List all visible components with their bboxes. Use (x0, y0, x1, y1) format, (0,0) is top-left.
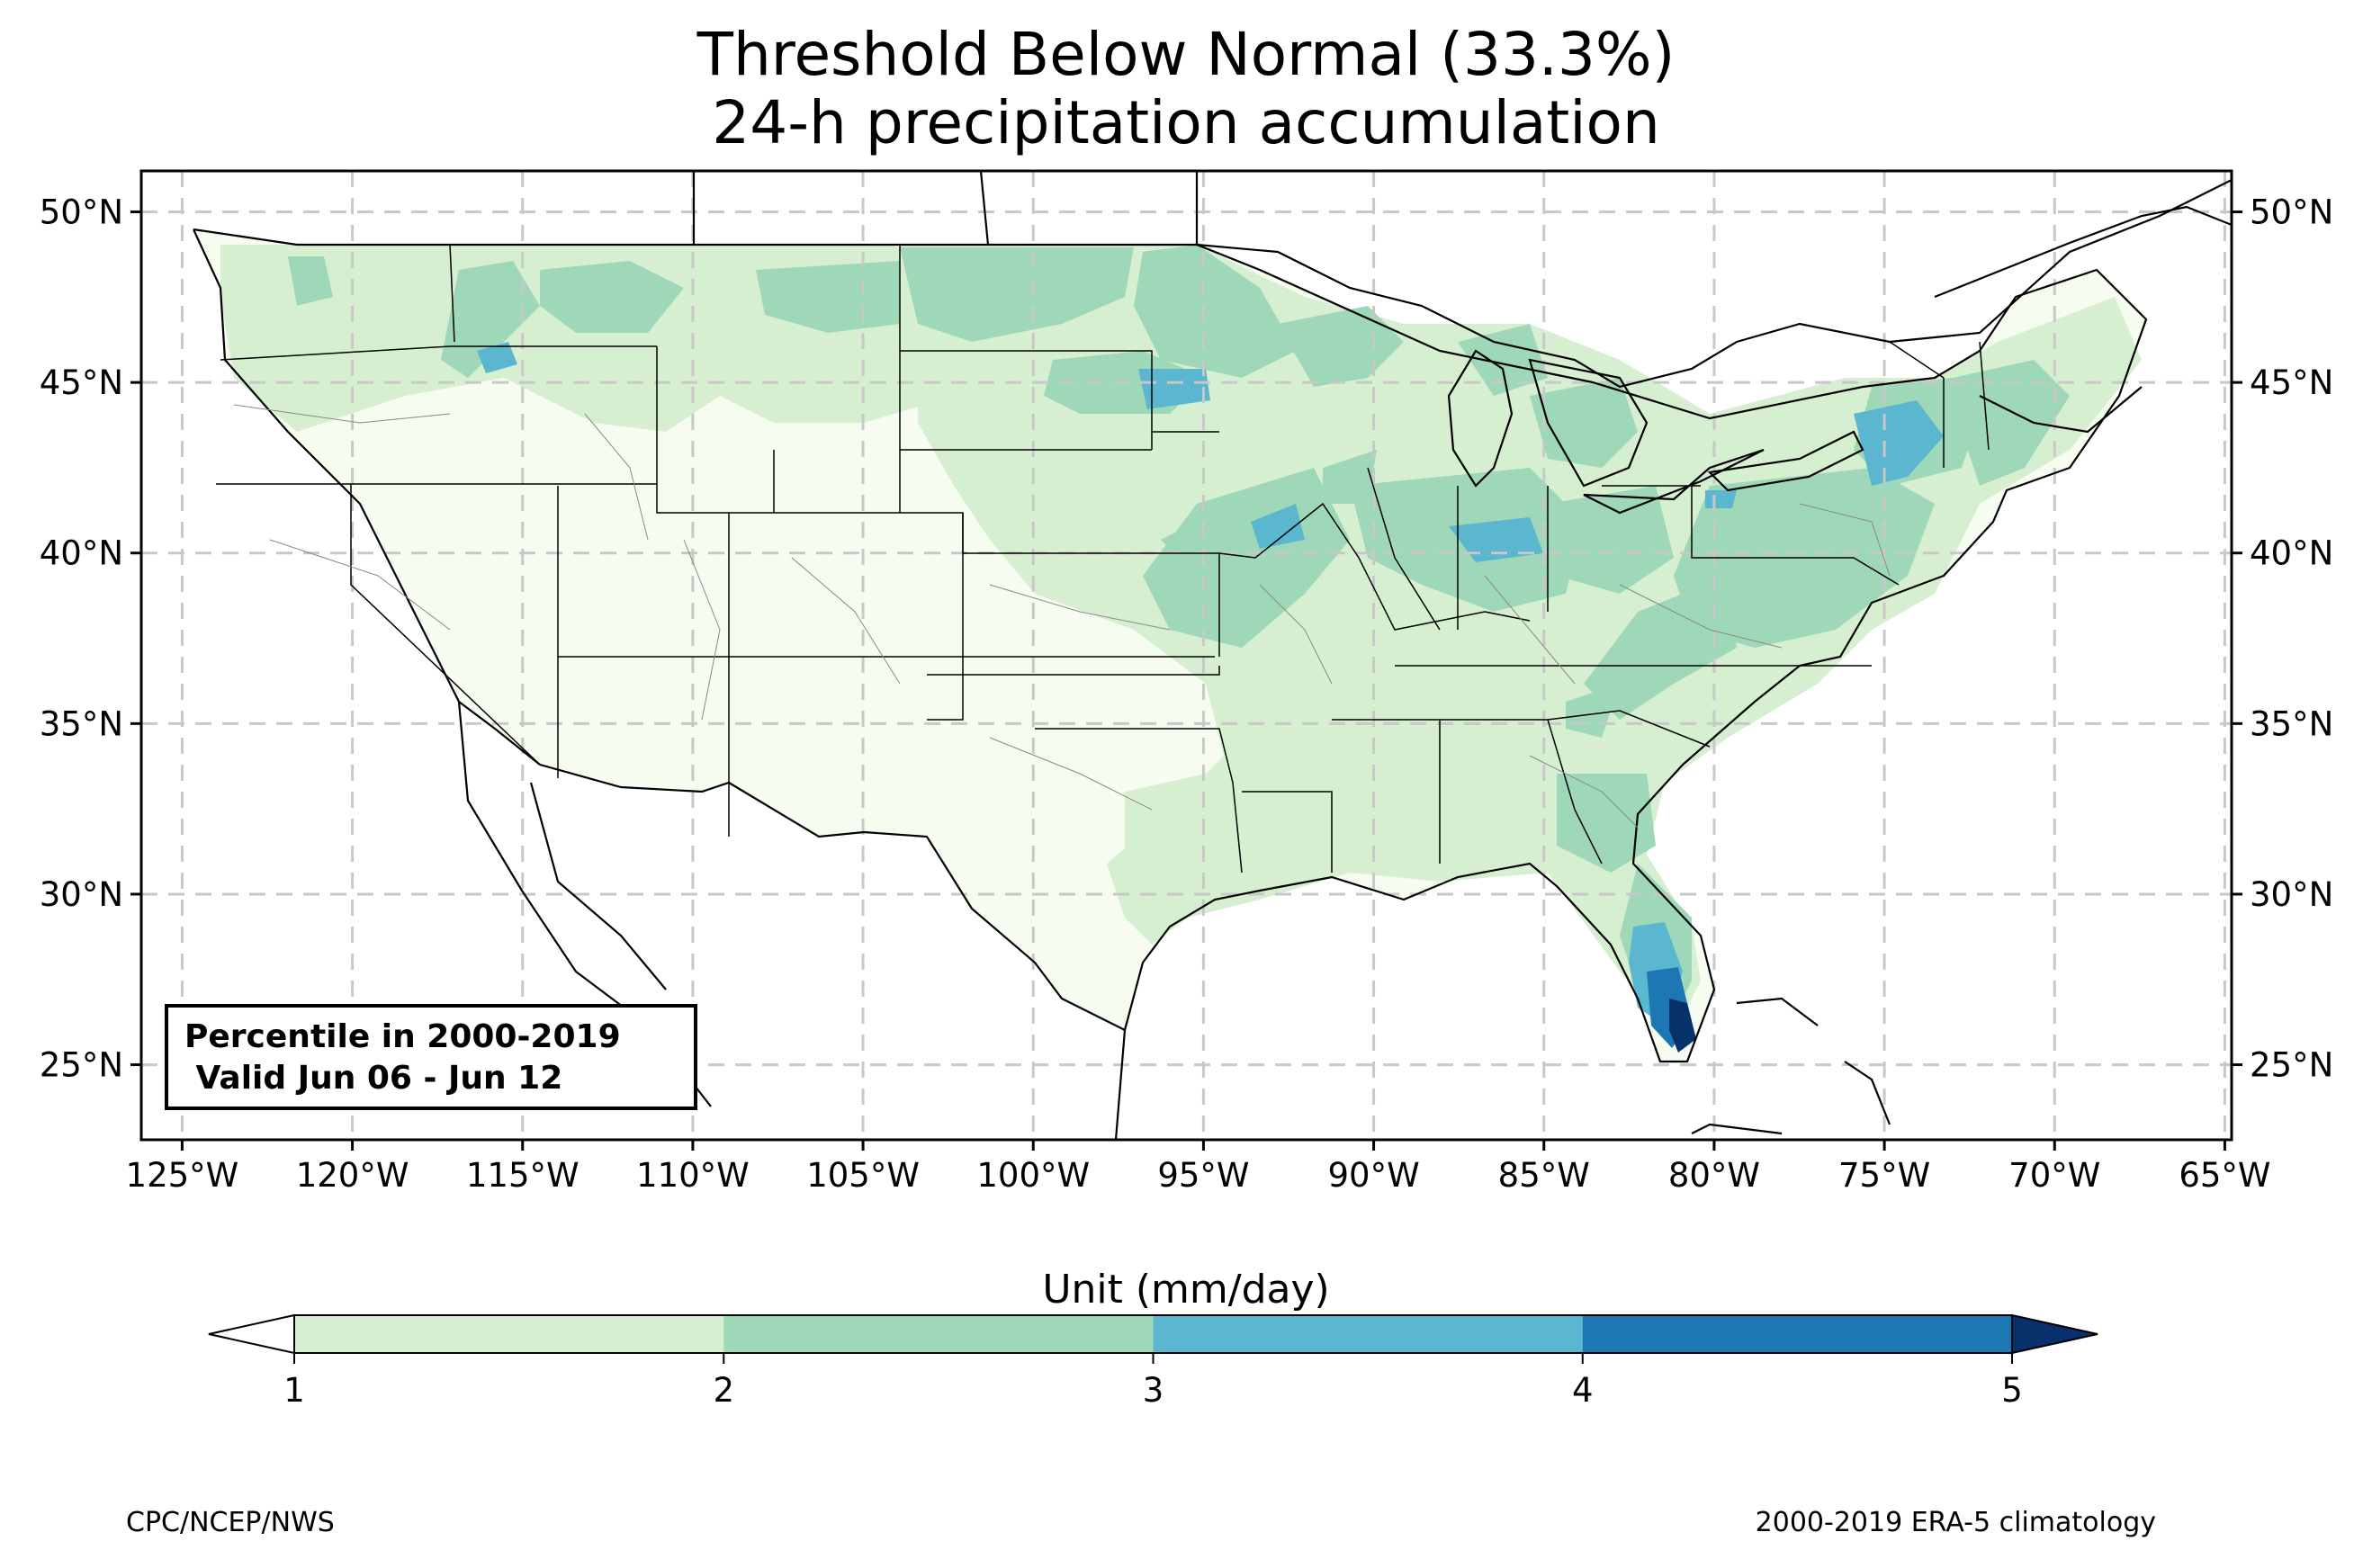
colorbar-tick-label: 4 (1572, 1371, 1594, 1410)
footer-climatology: 2000-2019 ERA-5 climatology (1755, 1507, 2156, 1538)
lon-label: 65°W (2179, 1156, 2270, 1195)
longitude-axis: 125°W 120°W 115°W 110°W 105°W 100°W 95°W 90°W 85… (126, 1140, 2271, 1195)
lat-label-left: 40°N (40, 534, 123, 573)
lat-label-right: 40°N (2250, 534, 2333, 573)
lon-label: 80°W (1668, 1156, 1760, 1195)
lat-label-left: 25°N (40, 1046, 123, 1085)
latitude-axis-left: 50°N 45°N 40°N 35°N 30°N 25°N (40, 193, 141, 1085)
lat-label-right: 45°N (2250, 363, 2333, 402)
map-frame (139, 169, 2233, 1142)
lat-label-right: 30°N (2250, 875, 2333, 914)
graticule (141, 171, 2232, 1140)
colorbar-tick-label: 5 (2001, 1371, 2023, 1410)
state-borders (216, 244, 1990, 874)
lon-label: 125°W (126, 1156, 239, 1195)
lon-label: 100°W (976, 1156, 1090, 1195)
colorbar-segment (723, 1315, 1154, 1353)
lat-label-left: 30°N (40, 875, 123, 914)
lon-label: 120°W (296, 1156, 409, 1195)
lon-label: 115°W (466, 1156, 580, 1195)
colorbar-segment (1153, 1315, 1583, 1353)
colorbar-title: Unit (mm/day) (1042, 1267, 1330, 1313)
info-box-line1: Percentile in 2000-2019 (184, 1018, 621, 1055)
lon-label: 105°W (806, 1156, 920, 1195)
info-box: Percentile in 2000-2019 Valid Jun 06 - J… (165, 1004, 697, 1110)
info-box-line2: Valid Jun 06 - Jun 12 (184, 1060, 563, 1097)
map-title-line2: 24-h precipitation accumulation (712, 88, 1660, 157)
lat-label-right: 50°N (2250, 193, 2333, 232)
lon-label: 85°W (1498, 1156, 1590, 1195)
colorbar-segment (294, 1315, 724, 1353)
colorbar-extend-high (2011, 1313, 2098, 1355)
lon-label: 75°W (1838, 1156, 1930, 1195)
colorbar-tick-label: 2 (713, 1371, 734, 1410)
map-title-line1: Threshold Below Normal (33.3%) (696, 20, 1676, 89)
map-content (141, 171, 2232, 1140)
colorbar-tick-label: 3 (1143, 1371, 1164, 1410)
lat-label-left: 35°N (40, 704, 123, 743)
precip-class-above-5 (1669, 999, 1696, 1053)
lat-label-left: 45°N (40, 363, 123, 402)
footer-credit: CPC/NCEP/NWS (126, 1507, 335, 1538)
lon-label: 70°W (2008, 1156, 2100, 1195)
lon-label: 110°W (636, 1156, 750, 1195)
latitude-axis-right: 50°N 45°N 40°N 35°N 30°N 25°N (2232, 193, 2333, 1085)
colorbar-extend-low (208, 1313, 295, 1355)
lat-label-left: 50°N (40, 193, 123, 232)
county-borders (233, 404, 1891, 829)
lat-label-right: 25°N (2250, 1046, 2333, 1085)
lat-label-right: 35°N (2250, 704, 2333, 743)
lon-label: 90°W (1328, 1156, 1420, 1195)
colorbar-segment (1582, 1315, 2012, 1353)
colorbar-tick-label: 1 (283, 1371, 305, 1410)
lon-label: 95°W (1157, 1156, 1249, 1195)
colorbar: 1 2 3 4 5 (208, 1313, 2098, 1410)
